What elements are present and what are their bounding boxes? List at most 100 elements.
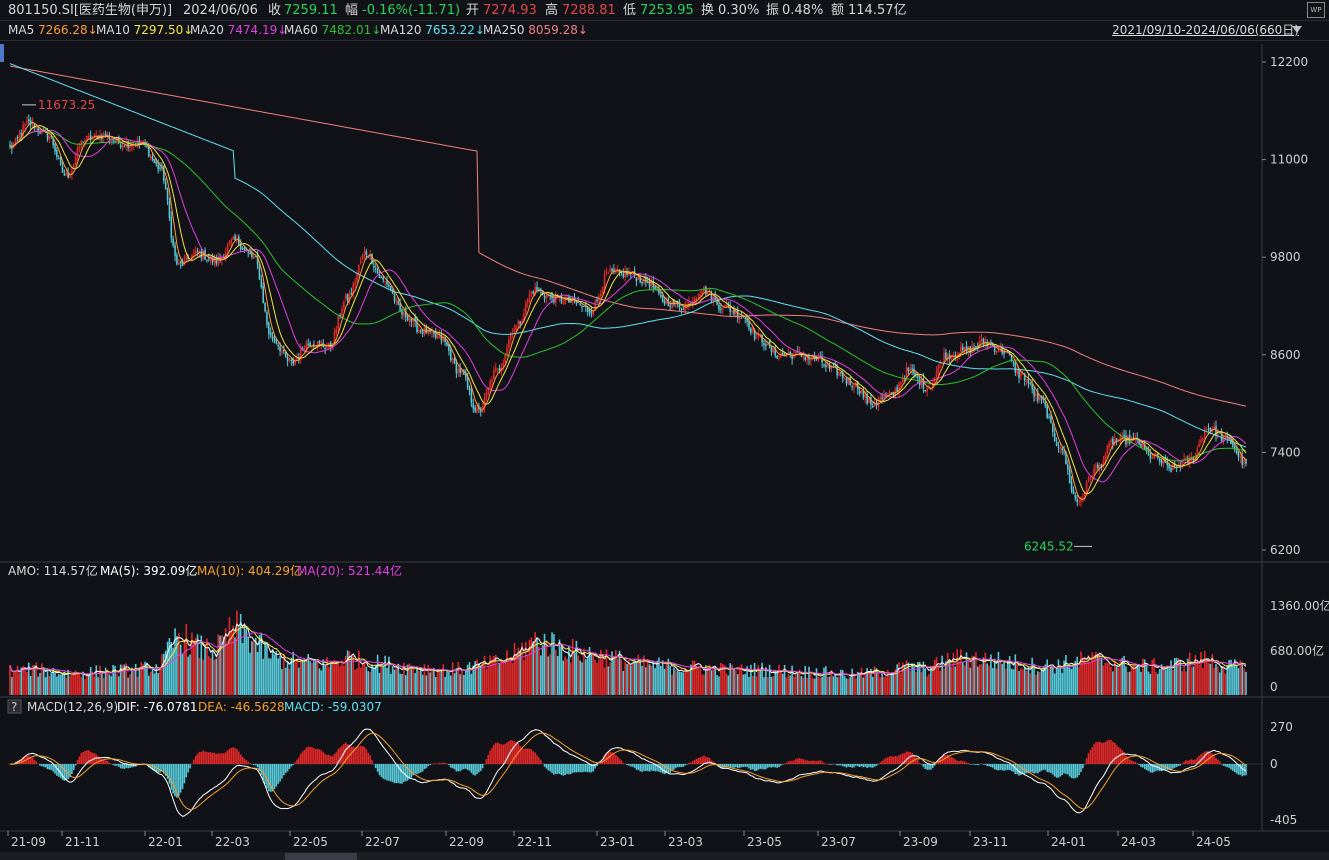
amo-bar bbox=[699, 668, 702, 695]
candle-body bbox=[973, 347, 975, 349]
macd-bar bbox=[1014, 764, 1017, 775]
candle-body bbox=[1037, 392, 1039, 401]
candle-body bbox=[1112, 438, 1114, 444]
wp-icon[interactable]: WP bbox=[1307, 2, 1325, 18]
amo-bar bbox=[736, 674, 739, 695]
candle-body bbox=[481, 407, 484, 413]
macd-bar bbox=[31, 757, 34, 764]
amo-bar bbox=[641, 665, 643, 695]
candle-body bbox=[208, 258, 210, 260]
candle-body bbox=[675, 301, 677, 304]
candle-body bbox=[639, 276, 641, 283]
amo-bar bbox=[1230, 659, 1232, 695]
candle-body bbox=[553, 299, 555, 302]
macd-bar bbox=[519, 745, 521, 764]
amo-bar bbox=[562, 660, 565, 695]
amo-bar bbox=[254, 637, 257, 695]
date-range-selector[interactable]: 2021/09/10-2024/06/06(660日) bbox=[1112, 23, 1299, 37]
candle-body bbox=[168, 200, 171, 218]
candle-body bbox=[283, 350, 285, 352]
help-icon[interactable] bbox=[7, 699, 22, 714]
macd-bar bbox=[539, 760, 542, 764]
macd-bar bbox=[37, 763, 39, 765]
candle-body bbox=[937, 364, 940, 373]
amo-bar bbox=[1211, 654, 1214, 695]
macd-bar bbox=[29, 756, 32, 764]
macd-bar bbox=[658, 764, 660, 772]
amo-bar bbox=[841, 670, 844, 695]
scrollbar-thumb[interactable] bbox=[285, 853, 357, 860]
amo-bar bbox=[172, 647, 174, 695]
candle-body bbox=[31, 121, 34, 125]
macd-bar bbox=[928, 764, 930, 770]
amo-bar bbox=[900, 672, 902, 695]
candle-body bbox=[524, 303, 527, 314]
candle-body bbox=[393, 294, 396, 302]
amo-bar bbox=[89, 667, 92, 695]
amo-bar bbox=[11, 676, 13, 695]
amo-bar bbox=[44, 677, 47, 695]
macd-bar bbox=[253, 764, 255, 766]
macd-bar bbox=[487, 754, 490, 764]
amo-bar bbox=[643, 655, 645, 695]
macd-bar bbox=[61, 764, 64, 780]
macd-bar bbox=[680, 764, 683, 768]
macd-bar bbox=[504, 743, 506, 764]
macd-bar bbox=[566, 764, 568, 775]
candle-body bbox=[425, 326, 428, 334]
candle-body bbox=[834, 365, 837, 368]
candle-body bbox=[403, 310, 405, 316]
macd-bar bbox=[283, 764, 285, 776]
amo-bar bbox=[380, 662, 383, 695]
macd-bar bbox=[1038, 764, 1041, 772]
candle-body bbox=[378, 274, 381, 278]
scrollbar-track[interactable] bbox=[0, 852, 1329, 860]
macd-bar bbox=[896, 756, 898, 764]
macd-bar bbox=[223, 753, 225, 764]
candle-body bbox=[1018, 368, 1020, 378]
macd-bar bbox=[1209, 752, 1212, 764]
macd-bar bbox=[166, 764, 169, 779]
candle-body bbox=[358, 264, 360, 274]
candle-body bbox=[770, 345, 773, 352]
macd-bar bbox=[1012, 764, 1015, 772]
candle-body bbox=[429, 328, 431, 332]
macd-bar bbox=[909, 751, 912, 764]
amo-bar bbox=[849, 677, 852, 695]
amo-bar bbox=[117, 676, 120, 695]
macd-bar bbox=[346, 744, 349, 764]
amo-bar bbox=[573, 652, 576, 695]
x-tick-label: 23-01 bbox=[600, 835, 635, 849]
candle-body bbox=[352, 284, 355, 295]
macd-bar bbox=[588, 764, 591, 773]
macd-bar bbox=[1061, 764, 1063, 776]
macd-bar bbox=[309, 746, 311, 764]
candle-body bbox=[778, 356, 780, 358]
amo-bar bbox=[376, 654, 379, 695]
amo-bar bbox=[144, 661, 146, 695]
macd-bar bbox=[637, 764, 640, 770]
amo-bar bbox=[847, 678, 850, 695]
candle-body bbox=[346, 293, 349, 300]
amo-bar bbox=[234, 637, 236, 695]
candle-body bbox=[1134, 437, 1137, 439]
macd-bar bbox=[1192, 760, 1195, 764]
macd-bar bbox=[549, 764, 551, 772]
candle-body bbox=[253, 255, 255, 259]
macd-bar bbox=[725, 764, 728, 767]
macd-bar bbox=[217, 753, 219, 764]
macd-bar bbox=[986, 764, 988, 767]
candle-body bbox=[1029, 382, 1032, 384]
candle-body bbox=[976, 345, 979, 347]
macd-bar bbox=[423, 764, 426, 769]
candle-body bbox=[506, 347, 508, 356]
macd-bar bbox=[344, 742, 347, 764]
amo-bar bbox=[960, 649, 962, 695]
candle-body bbox=[335, 329, 338, 333]
macd-bar bbox=[905, 751, 908, 764]
macd-bar bbox=[830, 764, 833, 765]
macd-bar bbox=[611, 752, 613, 764]
macd-bar bbox=[404, 764, 407, 782]
amo-bar bbox=[322, 659, 325, 695]
